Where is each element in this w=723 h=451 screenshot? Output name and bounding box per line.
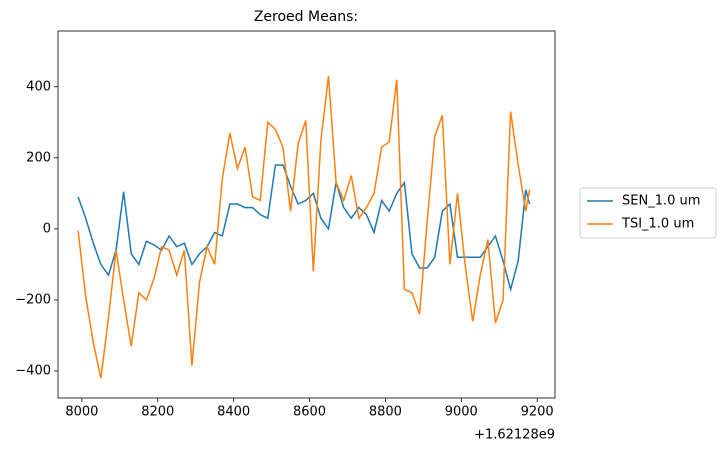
x-tick-label: 8000 [65, 405, 98, 420]
legend-label: SEN_1.0 um [622, 194, 700, 209]
series-line [77, 76, 531, 379]
x-tick-label: 9200 [521, 405, 554, 420]
x-tick-label: 8600 [293, 405, 326, 420]
y-tick-label: −400 [15, 363, 51, 378]
x-tick-label: 9000 [445, 405, 478, 420]
y-tick-label: 400 [26, 79, 51, 94]
x-tick-label: 8200 [141, 405, 174, 420]
y-tick-label: −200 [15, 292, 51, 307]
y-tick-label: 0 [43, 221, 51, 236]
chart-title: Zeroed Means: [254, 9, 358, 25]
x-offset-label: +1.62128e9 [474, 428, 555, 443]
x-tick-label: 8800 [369, 405, 402, 420]
y-tick-label: 200 [26, 150, 51, 165]
x-tick-label: 8400 [217, 405, 250, 420]
legend-label: TSI_1.0 um [621, 217, 694, 232]
plot-frame [57, 30, 556, 399]
series-line [77, 164, 531, 293]
legend-box [579, 187, 717, 239]
